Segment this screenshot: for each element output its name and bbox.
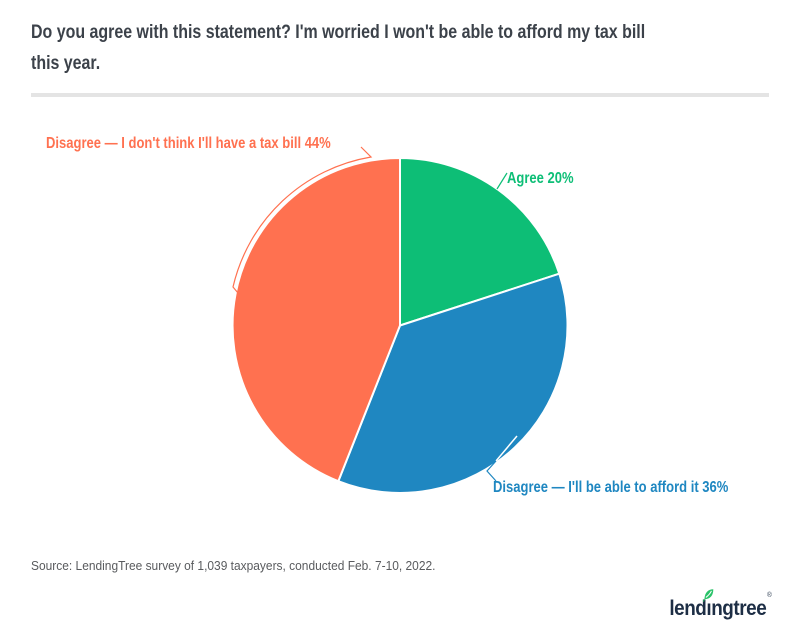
registered-mark: ® [766, 592, 772, 599]
logo-text-prefix: lend [668, 597, 707, 620]
callout-line-agree [496, 172, 508, 190]
logo-text-dotless-i: ı [706, 597, 711, 620]
pie-slice-agree [399, 157, 561, 327]
pie-slice-disagree-can-afford [337, 272, 569, 494]
pie-chart [231, 146, 569, 494]
leaf-icon [702, 589, 714, 602]
page-title-line-1: Do you agree with this statement? I'm wo… [31, 22, 646, 43]
callout-notch-disagree-can-afford [495, 435, 518, 462]
logo-text-suffix: ngtree [710, 597, 767, 620]
page-title-line-2: this year. [31, 53, 101, 74]
pie-slice-disagree-no-tax-bill [231, 157, 401, 483]
source-note: Source: LendingTree survey of 1,039 taxp… [31, 558, 436, 573]
slice-label-disagree-can-afford: Disagree — I'll be able to afford it 36% [493, 479, 729, 496]
callout-line-disagree-can-afford [486, 460, 497, 482]
lendingtree-logo: lend ıngtree® [668, 589, 771, 621]
logo-letter-i: ı [702, 589, 714, 621]
page-title: Do you agree with this statement? I'm wo… [31, 17, 645, 79]
slice-label-agree: Agree 20% [507, 170, 574, 187]
title-divider [31, 93, 769, 97]
callout-line-disagree-no-tax-bill [232, 146, 373, 294]
slice-label-disagree-no-tax-bill: Disagree — I don't think I'll have a tax… [46, 135, 331, 152]
